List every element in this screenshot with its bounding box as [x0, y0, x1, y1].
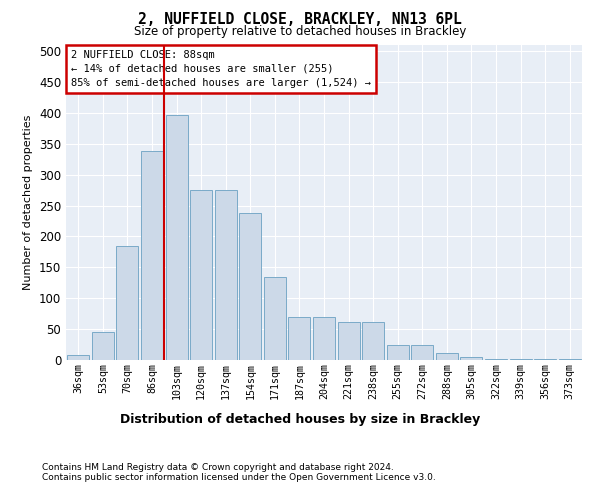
- Bar: [411, 344, 433, 360]
- Text: Distribution of detached houses by size in Brackley: Distribution of detached houses by size …: [120, 412, 480, 426]
- Bar: [92, 332, 114, 360]
- Bar: [436, 352, 458, 360]
- Bar: [215, 190, 237, 360]
- Bar: [338, 322, 359, 360]
- Bar: [485, 359, 507, 360]
- Text: 2 NUFFIELD CLOSE: 88sqm
← 14% of detached houses are smaller (255)
85% of semi-d: 2 NUFFIELD CLOSE: 88sqm ← 14% of detache…: [71, 50, 371, 88]
- Y-axis label: Number of detached properties: Number of detached properties: [23, 115, 34, 290]
- Bar: [362, 322, 384, 360]
- Bar: [190, 190, 212, 360]
- Bar: [141, 151, 163, 360]
- Bar: [460, 357, 482, 360]
- Bar: [116, 246, 139, 360]
- Text: Size of property relative to detached houses in Brackley: Size of property relative to detached ho…: [134, 25, 466, 38]
- Bar: [559, 359, 581, 360]
- Text: Contains HM Land Registry data © Crown copyright and database right 2024.: Contains HM Land Registry data © Crown c…: [42, 462, 394, 471]
- Bar: [289, 318, 310, 360]
- Bar: [386, 344, 409, 360]
- Bar: [239, 213, 262, 360]
- Bar: [313, 318, 335, 360]
- Bar: [264, 276, 286, 360]
- Bar: [166, 115, 188, 360]
- Text: Contains public sector information licensed under the Open Government Licence v3: Contains public sector information licen…: [42, 472, 436, 482]
- Bar: [67, 355, 89, 360]
- Text: 2, NUFFIELD CLOSE, BRACKLEY, NN13 6PL: 2, NUFFIELD CLOSE, BRACKLEY, NN13 6PL: [138, 12, 462, 28]
